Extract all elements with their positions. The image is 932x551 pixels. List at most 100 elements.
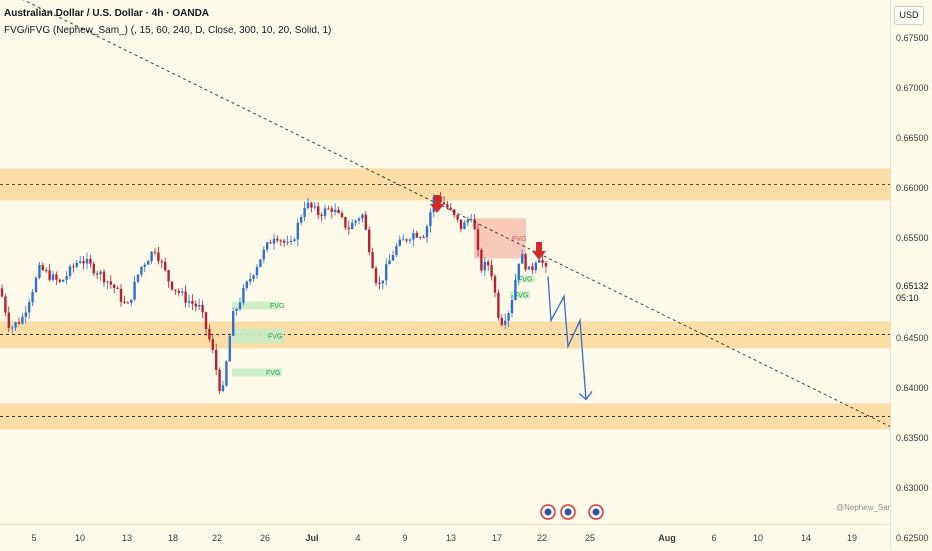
- candle-body: [85, 258, 89, 264]
- time-tick-label: Jul: [305, 533, 319, 543]
- sr-zone-2: [0, 321, 890, 349]
- candle-body: [385, 264, 388, 281]
- time-tick-label: 4: [355, 533, 361, 543]
- candle-body: [119, 288, 123, 302]
- candle-body: [255, 266, 259, 276]
- time-tick-label: 22: [536, 533, 548, 543]
- candle-body: [442, 202, 446, 205]
- candle-body: [21, 316, 24, 324]
- fvg-box-5: [515, 275, 535, 283]
- indicator-legend[interactable]: FVG/iFVG (Nephew_Sam_) (, 15, 60, 240, D…: [4, 25, 332, 36]
- candle-body: [140, 266, 143, 275]
- candle-body: [487, 261, 490, 266]
- candle-body: [89, 258, 92, 264]
- time-tick-label: 14: [800, 533, 812, 543]
- candle-body: [286, 242, 289, 244]
- candle-body: [133, 281, 136, 300]
- time-tick-label: 10: [74, 533, 86, 543]
- price-chart: FVG FVG FVG FVG FVG FVG: [0, 0, 890, 520]
- candle-body: [198, 305, 201, 307]
- candle-body: [269, 242, 272, 244]
- candle-body: [238, 302, 242, 309]
- candle-body: [313, 206, 316, 208]
- candle-body: [300, 217, 303, 223]
- candle-body: [38, 265, 41, 278]
- candle-body: [68, 266, 72, 277]
- candle-body: [150, 251, 153, 262]
- candle-body: [136, 274, 140, 282]
- projection-path: [547, 276, 587, 400]
- candle-body: [378, 283, 381, 285]
- time-tick-label: 19: [846, 533, 858, 543]
- fvg-label-5: FVG: [518, 276, 532, 283]
- candle-body: [422, 236, 425, 238]
- chart-plot-area[interactable]: FVG FVG FVG FVG FVG FVG Australian Dollar / U…: [0, 0, 890, 524]
- candle-body: [123, 301, 126, 303]
- price-axis[interactable]: USD 0.680000.675000.670000.665000.660000…: [890, 0, 932, 550]
- fvg-label-6: FVG: [514, 292, 528, 299]
- candle-body: [174, 289, 177, 291]
- fvg-label-2: FVG: [268, 333, 282, 340]
- candle-body: [276, 238, 279, 241]
- candle-body: [116, 287, 119, 289]
- price-tick-label: 0.64500: [896, 333, 929, 344]
- candle-body: [306, 202, 310, 208]
- currency-button[interactable]: USD: [894, 6, 924, 25]
- time-tick-label: 6: [711, 533, 717, 543]
- candle-body: [463, 222, 466, 230]
- candle-body: [490, 265, 493, 277]
- candle-body: [252, 275, 255, 279]
- candle-body: [92, 263, 95, 274]
- event-flag-icon: [564, 508, 572, 516]
- candle-body: [34, 277, 38, 293]
- candle-body: [303, 207, 306, 218]
- candle-body: [476, 229, 480, 250]
- price-tick-label: 0.66000: [896, 183, 929, 194]
- price-tick-label: 0.66500: [896, 133, 929, 144]
- candle-body: [504, 320, 507, 325]
- candle-body: [381, 280, 384, 284]
- candle-body: [72, 266, 75, 268]
- candle-body: [232, 311, 235, 336]
- price-tick-label: 0.67500: [896, 33, 929, 44]
- candle-body: [102, 271, 106, 283]
- candle-body: [439, 196, 442, 203]
- candle-body: [218, 369, 221, 391]
- candle-body: [113, 284, 116, 288]
- candle-body: [45, 270, 48, 272]
- time-tick-label: 13: [121, 533, 133, 543]
- candle-body: [296, 222, 299, 240]
- candle-body: [374, 268, 378, 284]
- symbol-title[interactable]: Australian Dollar / U.S. Dollar · 4h · O…: [4, 8, 210, 19]
- candle-body: [507, 313, 510, 321]
- candle-body: [344, 217, 347, 228]
- candle-body: [415, 233, 418, 238]
- time-tick-label: 17: [491, 533, 503, 543]
- candle-body: [351, 222, 354, 230]
- time-tick-label: 26: [259, 533, 271, 543]
- time-tick-label: 5: [31, 533, 37, 543]
- candle-body: [544, 262, 548, 267]
- price-tick-label: 0.65500: [896, 233, 929, 244]
- candle-body: [388, 260, 391, 265]
- candle-body: [320, 214, 323, 216]
- candle-body: [160, 261, 163, 263]
- candle-body: [31, 292, 34, 303]
- candle-body: [58, 279, 61, 282]
- candle-body: [191, 301, 194, 304]
- candle-body: [157, 252, 160, 262]
- candle-body: [395, 245, 398, 256]
- time-tick-label: 13: [445, 533, 457, 543]
- time-tick-label: 10: [752, 533, 764, 543]
- candle-body: [55, 274, 58, 280]
- candle-body: [208, 329, 211, 340]
- candle-body: [17, 322, 21, 324]
- candle-body: [28, 302, 31, 313]
- candle-body: [459, 219, 463, 230]
- price-tick-label: 0.63000: [896, 483, 929, 494]
- candle-body: [517, 263, 520, 280]
- candle-body: [79, 261, 82, 263]
- candle-body: [405, 239, 408, 241]
- time-axis[interactable]: 5 10 13 18 22 26 Jul 4 9 13 17 22 25 Aug 6 10 14 19: [0, 524, 890, 551]
